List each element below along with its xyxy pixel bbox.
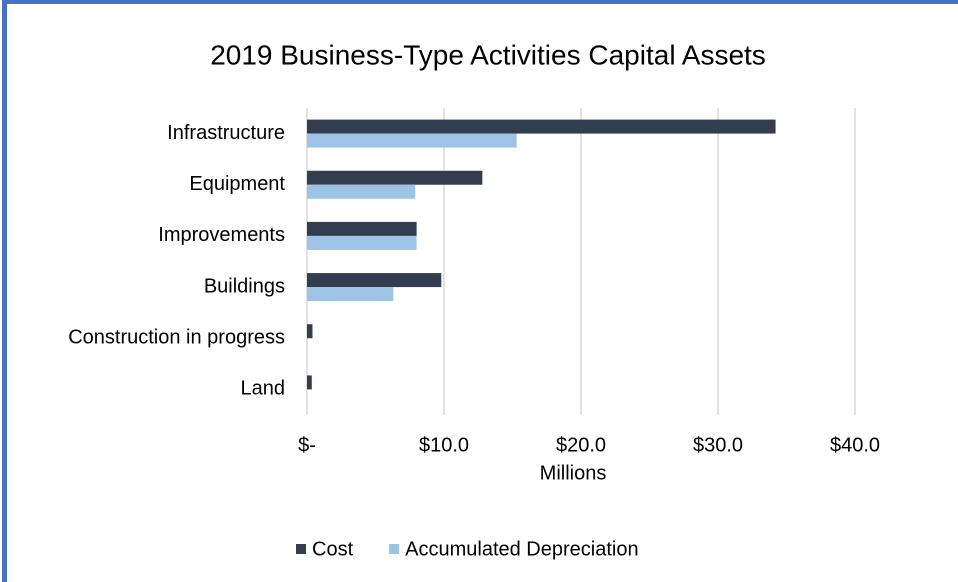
x-tick-label: $40.0 [830,434,880,456]
x-tick-label: $20.0 [556,434,606,456]
bar [307,184,416,199]
bar [307,119,776,134]
y-tick-label: Buildings [204,275,285,297]
bar [307,221,417,236]
y-tick-label: Construction in progress [68,327,285,349]
frame-top [2,0,958,4]
bar [307,287,394,302]
frame-left [2,0,7,582]
legend-label: Accumulated Depreciation [405,538,638,560]
x-tick-label: $10.0 [419,434,469,456]
bar [307,324,313,339]
x-axis-title: Millions [540,462,607,484]
bar [307,133,517,148]
bar [307,170,483,185]
legend-swatch [296,544,306,554]
y-tick-label: Improvements [158,224,285,246]
legend-label: Cost [312,538,354,560]
y-tick-label: Equipment [189,173,285,195]
bar [307,273,442,288]
bar [307,235,417,250]
chart-title: 2019 Business-Type Activities Capital As… [210,39,766,70]
bar [307,375,312,390]
y-tick-label: Land [241,378,286,400]
legend-swatch [389,544,400,554]
x-tick-label: $- [298,434,316,456]
y-tick-label: Infrastructure [167,122,285,144]
x-tick-label: $30.0 [693,434,743,456]
